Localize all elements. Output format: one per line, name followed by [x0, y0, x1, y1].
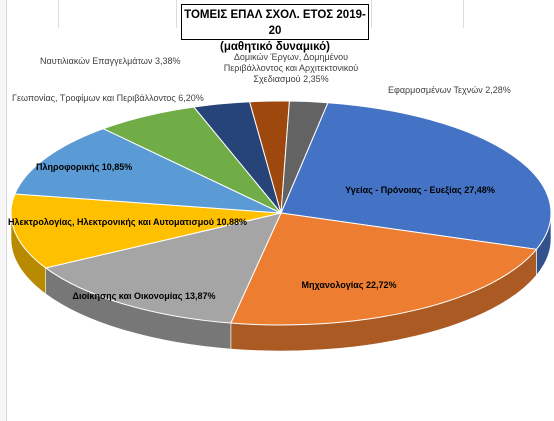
- pie-slice-label: Μηχανολογίας 22,72%: [301, 280, 396, 290]
- pie-slice: [280, 102, 552, 250]
- pie-slice-label: Διοίκησης και Οικονομίας 13,87%: [72, 291, 215, 301]
- pie-slice-label: Γεωπονίας, Τροφίμων και Περιβάλλοντος 6,…: [12, 93, 204, 103]
- pie-slice: [44, 212, 282, 324]
- pie-slice: [14, 128, 282, 214]
- sheet-gridline: [371, 0, 372, 28]
- pie-slice: [280, 100, 329, 214]
- pie-slice-label: Ηλεκτρολογίας, Ηλεκτρονικής και Αυτοματι…: [8, 217, 247, 227]
- pie-slice-label: Εφαρμοσμένων Τεχνών 2,28%: [388, 85, 511, 95]
- pie-slice-label: Πληροφορικής 10,85%: [36, 162, 132, 172]
- chart-title-line1: ΤΟΜΕΙΣ ΕΠΑΛ ΣΧΟΛ. ΕΤΟΣ 2019-20: [184, 9, 366, 37]
- pie-slice-label: Δομικών Έργων, Δομημένου Περιβάλλοντος κα…: [224, 52, 358, 84]
- chart-title-line2: (μαθητικό δυναμικό): [219, 41, 330, 53]
- pie-slice-label: Ναυτιλιακών Επαγγελμάτων 3,38%: [40, 56, 180, 66]
- pie-slice: [10, 193, 282, 269]
- sheet-gridline: [176, 0, 177, 28]
- pie-slice: [230, 212, 538, 326]
- sheet-gridline: [463, 0, 464, 28]
- sheet-left-edge: [0, 0, 7, 421]
- pie-slice-label: Υγείας - Πρόνοιας - Ευεξίας 27,48%: [345, 185, 495, 195]
- chart-title: ΤΟΜΕΙΣ ΕΠΑΛ ΣΧΟΛ. ΕΤΟΣ 2019-20 (μαθητικό…: [181, 4, 369, 53]
- sheet-gridline: [58, 0, 59, 28]
